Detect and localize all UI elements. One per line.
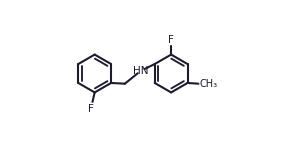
Text: HN: HN bbox=[133, 66, 148, 76]
Text: F: F bbox=[88, 104, 94, 114]
Text: CH₃: CH₃ bbox=[200, 79, 218, 89]
Text: F: F bbox=[168, 35, 174, 45]
